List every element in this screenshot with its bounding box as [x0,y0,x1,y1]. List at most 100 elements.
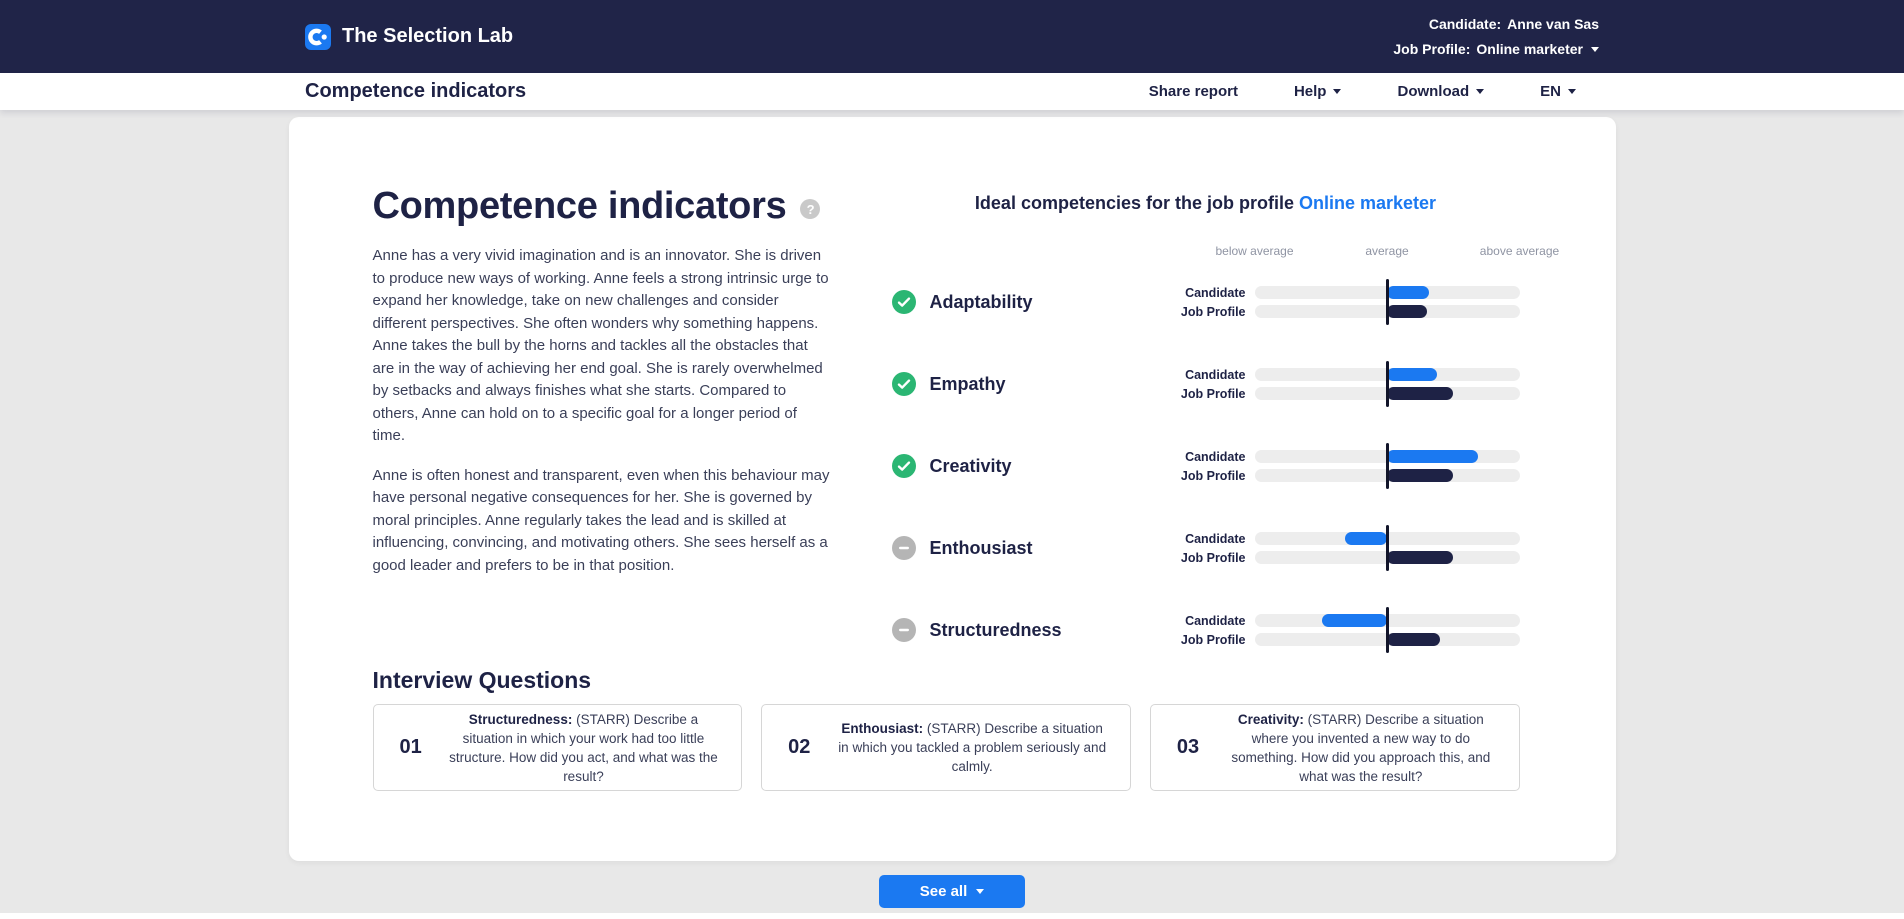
description-column: Competence indicators ? Anne has a very … [373,185,831,667]
job_profile-label: Job Profile [1180,632,1246,647]
job_profile-label: Job Profile [1180,304,1246,319]
chevron-down-icon [1476,89,1485,94]
average-line [1385,443,1389,489]
dash-circle-icon [891,618,916,642]
brand-name: The Selection Lab [342,25,514,47]
candidate-label: Candidate [1185,367,1246,382]
chevron-down-icon [976,889,985,894]
competency-row: Adaptability Candidate Job Profile [891,279,1520,368]
question-competency: Enthousiast: [841,721,924,736]
chevron-down-icon [1333,89,1342,94]
competency-row: Empathy Candidate Job Profile [891,361,1520,450]
job-profile-value: Online marketer [1476,41,1583,57]
help-icon[interactable]: ? [800,199,821,219]
candidate-info: Candidate: Anne van Sas [1429,16,1599,32]
average-line [1385,607,1389,653]
job_profile-bar-row: Job Profile [1167,386,1520,401]
competency-bars: Candidate Job Profile [1167,443,1520,489]
dash-circle-icon [891,536,916,560]
competency-row: Creativity Candidate Job Profile [891,443,1520,532]
top-header: The Selection Lab Candidate: Anne van Sa… [0,0,1904,73]
competency-bars: Candidate Job Profile [1167,525,1520,571]
card-title: Competence indicators ? [373,185,831,228]
candidate-bar [1387,286,1430,299]
chart-heading: Ideal competencies for the job profile O… [974,193,1437,213]
candidate-bar-row: Candidate [1167,449,1520,464]
question-competency: Structuredness: [468,711,573,727]
candidate-bar [1387,368,1438,381]
job_profile-bar-row: Job Profile [1167,632,1520,647]
candidate-label: Candidate [1185,613,1246,628]
job_profile-bar [1387,305,1427,318]
average-line [1385,279,1389,325]
candidate-bar [1387,450,1479,463]
scale-label-below: below average [1215,244,1294,258]
chart-scale: below average average above average [892,244,1559,258]
question-number: 01 [399,736,422,758]
job-profile-link[interactable]: Online marketer [1299,193,1437,213]
average-line [1385,525,1389,571]
main-content: Competence indicators ? Anne has a very … [0,110,1904,913]
competency-chart-column: Ideal competencies for the job profile O… [891,185,1559,667]
competency-name: Adaptability [929,292,1033,312]
candidate-description-paragraph: Anne is often honest and transparent, ev… [372,466,830,574]
job_profile-bar [1387,387,1454,400]
check-circle-icon [891,454,916,478]
chevron-down-icon [1591,46,1599,52]
job_profile-label: Job Profile [1180,386,1246,401]
question-number: 02 [788,736,811,758]
toolbar-actions: Share report Help Download EN [1149,83,1576,100]
download-menu-button[interactable]: Download [1397,83,1485,100]
job-profile-label: Job Profile: [1393,41,1471,57]
competency-name: Structuredness [929,620,1062,640]
share-report-button[interactable]: Share report [1148,83,1238,100]
competency-bars: Candidate Job Profile [1167,607,1520,653]
interview-question-card: 03 Creativity: (STARR) Describe a situat… [1149,704,1520,791]
language-menu-button[interactable]: EN [1540,83,1576,100]
report-card: Competence indicators ? Anne has a very … [288,117,1616,861]
competency-row: Enthousiast Candidate Job Profile [891,525,1520,614]
candidate-bar-row: Candidate [1167,286,1520,300]
interview-question-card: 01 Structuredness: (STARR) Describe a si… [372,704,743,791]
job_profile-bar [1387,551,1454,564]
competency-bars: Candidate Job Profile [1167,279,1520,325]
competency-name: Creativity [929,456,1012,476]
competency-bars: Candidate Job Profile [1167,361,1520,407]
help-menu-button[interactable]: Help [1294,83,1342,100]
question-cards: 01 Structuredness: (STARR) Describe a si… [372,704,1520,791]
job-profile-dropdown[interactable]: Online marketer [1476,41,1599,57]
candidate-name: Anne van Sas [1507,16,1599,32]
toolbar: Competence indicators Share report Help … [0,73,1904,110]
candidate-label: Candidate: [1428,16,1502,32]
job_profile-label: Job Profile [1180,468,1246,483]
check-circle-icon [891,290,916,314]
job_profile-bar [1387,633,1440,646]
candidate-description-paragraph: Anne has a very vivid imagination and is… [372,247,829,444]
job_profile-bar-row: Job Profile [1167,550,1520,565]
brand-logo[interactable]: The Selection Lab [305,23,514,50]
interview-title: Interview Questions [372,667,592,693]
see-all-button[interactable]: See all [879,875,1025,908]
job_profile-bar-row: Job Profile [1167,304,1520,319]
average-line [1385,361,1389,407]
candidate-label: Candidate [1185,531,1246,546]
candidate-bar-row: Candidate [1167,367,1520,382]
question-text: Creativity: (STARR) Describe a situation… [1231,711,1491,784]
candidate-bar [1344,532,1387,545]
scale-label-above: above average [1479,244,1560,258]
interview-section: Interview Questions 01 Structuredness: (… [372,667,1520,791]
candidate-bar-row: Candidate [1167,531,1520,546]
interview-question-card: 02 Enthousiast: (STARR) Describe a situa… [761,704,1131,791]
scale-label-average: average [1365,244,1409,258]
job_profile-label: Job Profile [1180,550,1246,565]
check-circle-icon [891,372,916,396]
job_profile-bar [1387,469,1454,482]
question-text: Structuredness: (STARR) Describe a situa… [449,711,718,784]
candidate-label: Candidate [1185,449,1246,464]
question-text: Enthousiast: (STARR) Describe a situatio… [838,721,1107,774]
competency-name: Empathy [929,374,1006,394]
competency-row: Structuredness Candidate Job Profile [891,607,1520,696]
page-title: Competence indicators [305,80,527,102]
candidate-bar [1322,614,1387,627]
question-competency: Creativity: [1237,711,1304,727]
